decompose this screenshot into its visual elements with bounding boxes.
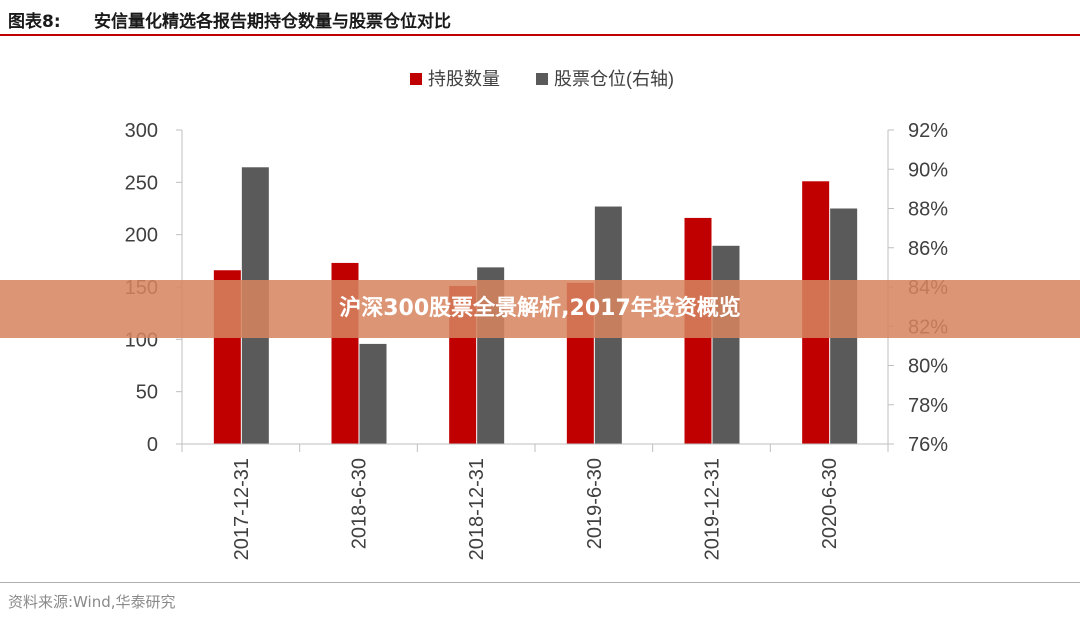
x-tick-label-5: 2020-6-30	[819, 458, 841, 549]
figure-header: 图表8: 安信量化精选各报告期持仓数量与股票仓位对比	[0, 0, 1080, 36]
y-right-tick-label-2: 80%	[908, 356, 948, 378]
bar-position-4	[712, 245, 740, 444]
y-right-tick-label-0: 76%	[908, 434, 948, 456]
y-right-tick-label-7: 90%	[908, 159, 948, 181]
y-left-tick-label-4: 200	[125, 225, 158, 247]
y-right-tick-label-6: 88%	[908, 199, 948, 221]
chart-legend: 持股数量 股票仓位(右轴)	[410, 69, 674, 89]
banner-title: 沪深300股票全景解析,2017年投资概览	[339, 296, 741, 321]
source-note: 资料来源:Wind,华泰研究	[8, 593, 176, 611]
y-left-tick-label-1: 50	[136, 382, 158, 404]
chart-axes: 05010015020025030076%78%80%82%84%86%88%9…	[125, 120, 949, 560]
overlay-banner: 沪深300股票全景解析,2017年投资概览	[0, 280, 1080, 338]
y-right-tick-label-1: 78%	[908, 395, 948, 417]
footer-divider	[0, 582, 1080, 583]
legend-label-holdings: 持股数量	[428, 69, 500, 89]
legend-swatch-holdings	[410, 73, 422, 85]
y-right-tick-label-8: 92%	[908, 120, 948, 142]
y-left-tick-label-0: 0	[147, 434, 158, 456]
figure-label: 图表8:	[8, 12, 61, 32]
legend-swatch-position	[536, 73, 548, 85]
y-right-tick-label-5: 86%	[908, 238, 948, 260]
x-tick-label-0: 2017-12-31	[231, 458, 253, 560]
legend-label-position: 股票仓位(右轴)	[554, 69, 674, 89]
x-tick-label-3: 2019-6-30	[584, 458, 606, 549]
y-left-tick-label-5: 250	[125, 172, 158, 194]
figure-title: 安信量化精选各报告期持仓数量与股票仓位对比	[94, 12, 451, 32]
bar-position-1	[359, 343, 387, 444]
x-tick-label-4: 2019-12-31	[702, 458, 724, 560]
x-tick-label-1: 2018-6-30	[349, 458, 371, 549]
x-tick-label-2: 2018-12-31	[466, 458, 488, 560]
y-left-tick-label-6: 300	[125, 120, 158, 142]
